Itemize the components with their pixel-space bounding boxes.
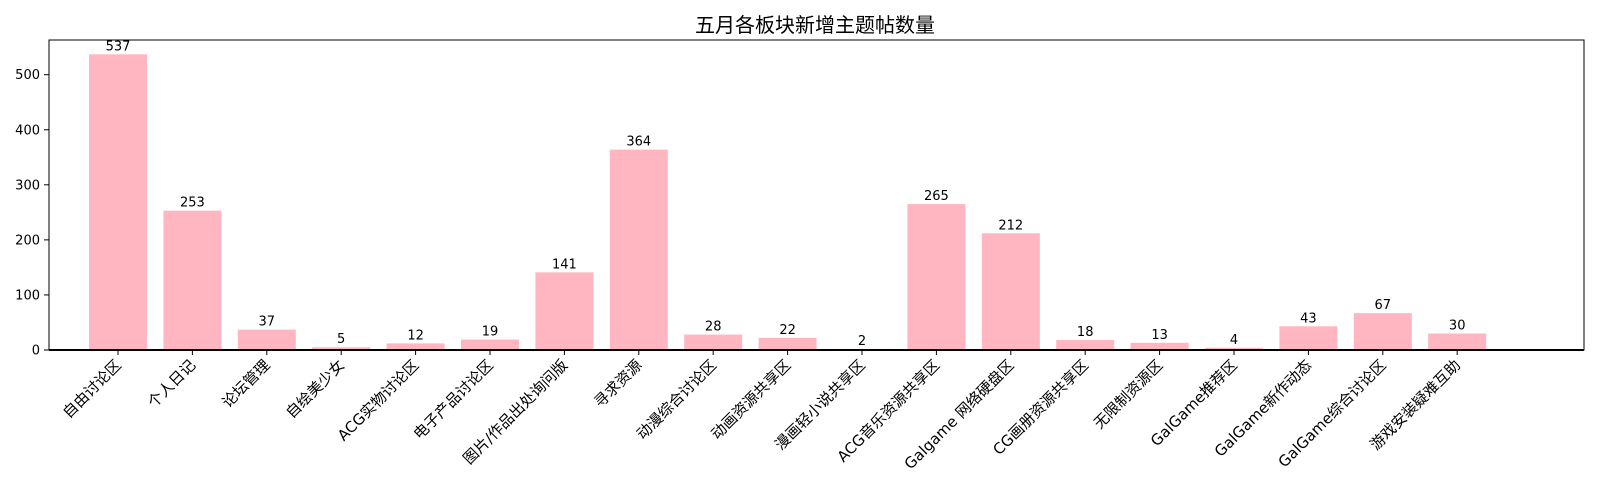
x-tick-label: 论坛管理: [218, 356, 273, 411]
data-label: 37: [259, 315, 276, 330]
data-label: 537: [106, 39, 131, 54]
data-label: 141: [552, 257, 577, 272]
x-tick-label: 无限制资源区: [1090, 356, 1166, 432]
bar: [461, 339, 519, 350]
x-tick-label: 寻求资源: [590, 356, 645, 411]
y-tick-label: 0: [32, 344, 40, 359]
data-label: 12: [407, 328, 424, 343]
y-tick-label: 400: [15, 123, 40, 138]
bar: [535, 272, 594, 350]
plot-area: [48, 39, 1585, 351]
data-label: 253: [180, 196, 205, 211]
data-label: 364: [626, 135, 651, 150]
bar: [1428, 333, 1487, 350]
bar: [981, 233, 1040, 350]
bar: [1353, 313, 1412, 350]
data-label: 22: [779, 323, 796, 338]
bars: [89, 54, 1487, 350]
bar: [684, 334, 743, 350]
bar: [89, 54, 147, 350]
y-axis: 0 100 200 300 400 500: [15, 68, 49, 359]
data-label: 30: [1449, 318, 1466, 333]
y-tick-label: 100: [15, 288, 40, 303]
bar: [163, 210, 222, 350]
bar: [386, 343, 445, 350]
chart-title: 五月各板块新增主题帖数量: [695, 13, 935, 37]
bar: [907, 204, 966, 350]
y-tick-label: 200: [15, 233, 40, 248]
y-tick-label: 500: [15, 68, 40, 83]
data-label: 19: [482, 325, 499, 340]
x-tick-label: 个人日记: [144, 356, 199, 411]
data-label: 212: [998, 218, 1023, 233]
bar: [1130, 342, 1189, 350]
data-label: 5: [337, 332, 345, 347]
data-label: 2: [858, 334, 866, 349]
bar: [312, 347, 371, 350]
bar: [1056, 340, 1115, 350]
bar: [237, 329, 296, 350]
data-label: 67: [1375, 298, 1392, 313]
data-label: 13: [1151, 328, 1168, 343]
data-label: 43: [1300, 311, 1317, 326]
bar: [1279, 326, 1338, 350]
y-tick-label: 300: [15, 178, 40, 193]
bar: [758, 337, 817, 350]
bar: [1205, 347, 1263, 350]
bar: [609, 149, 668, 350]
x-tick-label: 自由讨论区: [59, 356, 125, 422]
data-label: 18: [1077, 325, 1094, 340]
x-axis: 自由讨论区 个人日记 论坛管理 自绘美少女ACG实物讨论区电子产品讨论区图片/作品出处…: [59, 350, 1464, 473]
data-label: 28: [705, 320, 722, 335]
x-tick-label: 自绘美少女: [282, 356, 348, 422]
data-label: 4: [1230, 333, 1238, 348]
data-label: 265: [924, 189, 949, 204]
